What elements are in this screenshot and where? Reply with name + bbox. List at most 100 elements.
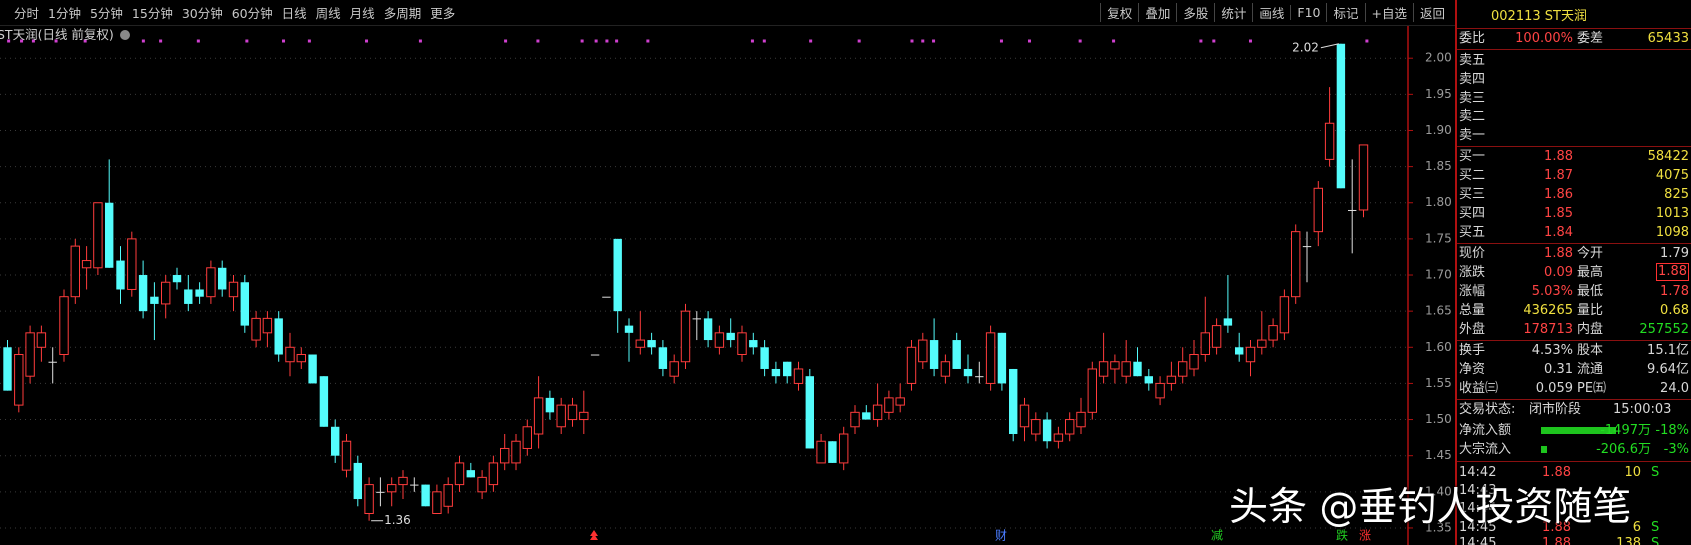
tool-button[interactable]: 画线: [1252, 3, 1290, 22]
candle-body: [1133, 361, 1142, 377]
candle-body: [36, 332, 47, 348]
candle-body: [872, 404, 883, 421]
event-arrow: [590, 530, 598, 540]
event-mark: 减: [1211, 529, 1223, 543]
panel-cell: 1098: [1655, 224, 1689, 240]
candle-body: [613, 238, 622, 312]
candle-body: [341, 440, 352, 471]
panel-cell: 825: [1664, 186, 1689, 202]
y-tick-label: 1.50: [1425, 412, 1452, 426]
candle-body: [647, 340, 656, 348]
panel-cell: 收益㈢: [1459, 380, 1499, 396]
tool-button[interactable]: 多股: [1176, 3, 1214, 22]
tool-button[interactable]: 统计: [1214, 3, 1252, 22]
period-tab[interactable]: 更多: [430, 6, 456, 21]
tool-button[interactable]: 叠加: [1138, 3, 1176, 22]
event-dot: [245, 39, 249, 43]
period-tab[interactable]: 15分钟: [131, 6, 173, 21]
panel-cell: 0.31: [1544, 361, 1573, 377]
flow-bar: [1541, 446, 1547, 454]
panel-cell: 15:00:03: [1613, 402, 1672, 418]
candle-body: [331, 426, 340, 456]
panel-cell: 现价: [1459, 245, 1486, 261]
panel-cell: 1013: [1655, 205, 1689, 221]
panel-cell: 58422: [1647, 148, 1689, 164]
panel-cell: 6: [1632, 519, 1641, 535]
candle-body: [1336, 43, 1346, 189]
tool-button[interactable]: 标记: [1326, 3, 1364, 22]
panel-row: 涨幅 5.03% 最低 1.78: [1457, 282, 1691, 301]
separator: [1457, 339, 1691, 341]
high-pointer: [1320, 43, 1340, 49]
chart-title: ST天润(日线 前复权): [0, 27, 114, 42]
period-tab[interactable]: 60分钟: [231, 6, 273, 21]
event-dot: [1027, 39, 1031, 43]
period-tab[interactable]: 分时: [14, 6, 40, 21]
candle-body: [1144, 376, 1153, 384]
tool-button[interactable]: 复权: [1100, 3, 1138, 22]
panel-cell: 大宗流入: [1459, 442, 1512, 458]
candle-body: [364, 484, 374, 515]
candle-body: [737, 332, 747, 356]
separator: [1457, 242, 1691, 244]
candle-body: [805, 376, 814, 449]
candle-body: [1324, 122, 1335, 160]
candle-body: [81, 260, 92, 269]
candle-body: [1189, 354, 1199, 370]
panel-cell: 14:45: [1459, 519, 1497, 535]
candle-body: [1009, 368, 1018, 435]
panel-row: 卖二: [1457, 107, 1691, 126]
panel-cell: -1497万: [1600, 422, 1651, 438]
tool-buttons: 复权 叠加 多股 统计 画线 F10 标记 +自选 返回: [1100, 0, 1451, 25]
tool-button[interactable]: F10: [1290, 5, 1326, 20]
y-tick-label: 1.95: [1425, 87, 1452, 101]
candle-body: [1302, 246, 1312, 248]
panel-cell: 4.53%: [1531, 342, 1573, 358]
panel-row: 委比 100.00% 委差 65433: [1457, 29, 1691, 48]
tool-button[interactable]: +自选: [1364, 3, 1413, 22]
candle-body: [771, 368, 781, 377]
y-tick-label: 1.40: [1425, 484, 1452, 498]
panel-cell: S: [1651, 464, 1660, 480]
panel-row: 涨跌 0.09 最高 1.88: [1457, 263, 1691, 282]
candle-body: [1313, 187, 1323, 233]
panel-row: 卖三: [1457, 89, 1691, 108]
panel-row: 卖五: [1457, 51, 1691, 70]
period-tab[interactable]: 日线: [281, 6, 307, 21]
candle-body: [680, 310, 691, 363]
candle-body: [59, 296, 69, 356]
event-dot: [1248, 39, 1252, 43]
candle-body: [703, 318, 713, 341]
period-tab[interactable]: 周线: [315, 6, 341, 21]
candle-body: [793, 368, 804, 384]
panel-cell: 14:45: [1459, 535, 1497, 545]
event-dot: [615, 39, 619, 43]
y-tick-label: 1.65: [1425, 304, 1452, 318]
candle-body: [1166, 375, 1177, 384]
panel-cell: 卖四: [1459, 71, 1486, 87]
candle-body: [240, 282, 249, 326]
candle-body: [138, 275, 148, 312]
panel-cell: 1.85: [1544, 205, 1573, 221]
settings-icon[interactable]: [119, 30, 130, 40]
period-tab[interactable]: 5分钟: [89, 6, 123, 21]
panel-cell: 65433: [1647, 31, 1689, 47]
candle-body: [1178, 361, 1188, 377]
period-tab[interactable]: 月线: [349, 6, 375, 21]
period-tab[interactable]: 多周期: [383, 6, 422, 21]
panel-row: 14:45 1.88 138 S: [1457, 534, 1691, 545]
period-tab[interactable]: 30分钟: [181, 6, 223, 21]
candle-body: [262, 317, 273, 334]
candle-body: [70, 245, 80, 298]
period-tab[interactable]: 1分钟: [48, 6, 81, 21]
panel-cell: 内盘: [1577, 322, 1604, 338]
event-dot: [418, 39, 422, 43]
candle-body: [25, 332, 35, 377]
tool-button[interactable]: 返回: [1412, 3, 1451, 22]
quote-panel: 002113 ST天润 委比 100.00% 委差 65433 卖五 卖四 卖三 卖二 卖一 买一 1…: [1455, 0, 1691, 545]
panel-cell: 买三: [1459, 186, 1486, 202]
candle-body: [1257, 339, 1267, 348]
candle-body: [398, 476, 408, 486]
event-dot: [1199, 39, 1203, 43]
